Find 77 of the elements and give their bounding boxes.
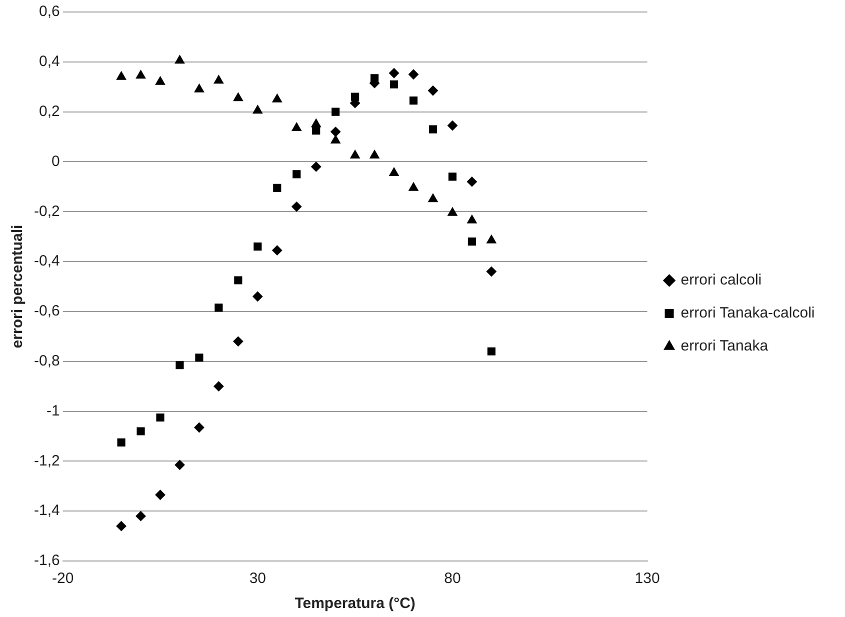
point	[466, 176, 477, 187]
point	[116, 521, 126, 532]
point	[194, 84, 204, 92]
point	[370, 150, 380, 158]
point	[408, 69, 419, 80]
x-axis-title: Temperatura (°C)	[294, 595, 416, 612]
point	[487, 347, 496, 356]
point	[155, 76, 166, 85]
point	[292, 202, 302, 212]
point	[468, 238, 476, 246]
y-tick-label: -1,2	[34, 452, 60, 470]
point	[330, 135, 340, 144]
point	[467, 214, 477, 224]
point	[272, 245, 282, 256]
point	[176, 361, 184, 370]
y-tick-label: 0	[52, 152, 60, 170]
y-tick-label: 0,6	[38, 3, 60, 20]
y-axis-title: errori percentuali	[9, 224, 26, 348]
point	[389, 167, 399, 176]
y-tick-label: -1,4	[34, 502, 60, 520]
point	[214, 381, 224, 392]
legend-label: errori Tanaka-calcoli	[680, 304, 815, 322]
point	[311, 162, 322, 172]
y-tick-label: -1	[46, 402, 60, 420]
point	[292, 170, 301, 178]
x-tick-label: 80	[444, 570, 461, 588]
y-tick-label: -0,6	[34, 302, 60, 320]
legend-label: errori Tanaka	[680, 338, 769, 355]
point	[156, 413, 164, 422]
point	[350, 150, 360, 158]
point	[428, 125, 438, 134]
x-tick-label: -20	[52, 570, 74, 588]
point	[486, 266, 496, 277]
point	[273, 184, 282, 192]
point	[233, 92, 244, 102]
point	[332, 108, 340, 116]
point	[252, 291, 263, 302]
x-tick-label: 30	[249, 570, 266, 588]
y-tick-label: -0,4	[34, 252, 60, 270]
point	[448, 207, 458, 216]
point	[272, 94, 282, 102]
y-tick-label: -0,8	[34, 352, 60, 370]
point	[292, 122, 302, 132]
point	[428, 194, 438, 202]
point	[447, 120, 458, 131]
point	[448, 172, 457, 181]
y-tick-label: -1,6	[34, 552, 60, 570]
point	[155, 490, 166, 500]
point	[254, 242, 262, 251]
point	[174, 460, 185, 470]
point	[116, 71, 126, 80]
point	[311, 118, 321, 128]
point	[174, 55, 185, 64]
legend-label: errori calcoli	[680, 272, 762, 289]
point	[117, 438, 126, 446]
x-tick-label: 130	[634, 570, 660, 588]
point	[408, 182, 418, 191]
point	[233, 336, 244, 346]
y-tick-label: 0,4	[38, 53, 60, 70]
point	[234, 276, 242, 284]
point	[428, 86, 438, 96]
point	[389, 68, 400, 78]
point	[214, 304, 223, 312]
point	[136, 427, 145, 436]
y-tick-label: 0,2	[38, 102, 60, 120]
point	[252, 105, 262, 114]
point	[409, 96, 418, 105]
point	[312, 126, 320, 135]
point	[486, 234, 496, 244]
point	[390, 80, 398, 88]
point	[136, 511, 146, 522]
point	[195, 354, 204, 362]
point	[214, 75, 224, 84]
point	[136, 70, 146, 79]
point	[330, 126, 341, 137]
y-tick-label: -0,2	[34, 202, 60, 220]
point	[194, 422, 204, 432]
